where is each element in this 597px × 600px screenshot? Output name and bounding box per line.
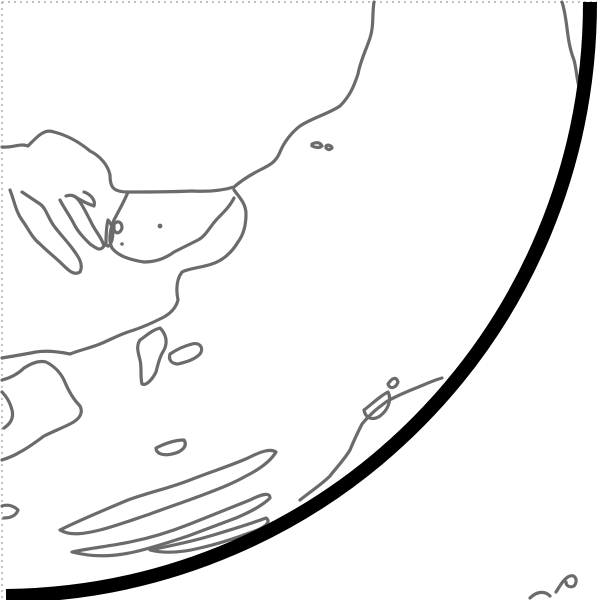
coastline-island-d bbox=[112, 220, 124, 235]
coastline-islet-top bbox=[310, 141, 324, 150]
coastline-inner-gulf bbox=[0, 188, 248, 360]
coastline-island-c bbox=[104, 218, 115, 248]
islet-dot-2 bbox=[120, 242, 124, 246]
coastline-island-cluster-b bbox=[167, 342, 204, 366]
globe-outline bbox=[5, 1, 597, 600]
coastline-small-bay bbox=[72, 190, 96, 208]
coastline-west-inlet bbox=[8, 188, 83, 275]
coastline-island-cluster-a bbox=[136, 326, 168, 386]
coastline-west-peninsula bbox=[108, 190, 236, 264]
coastline-south-east bbox=[298, 376, 444, 502]
coastline-south-east-isle-2 bbox=[386, 376, 400, 390]
coastline-mainland bbox=[0, 0, 376, 194]
coastline-islet-top-2 bbox=[324, 143, 334, 152]
coastline-offglobe-islet bbox=[528, 574, 578, 600]
coastline-south-west-inner bbox=[0, 390, 15, 430]
coastline-south-west bbox=[0, 359, 83, 462]
islet-dot-1 bbox=[157, 223, 163, 229]
coastline-west-inlet-2 bbox=[58, 193, 106, 251]
coastline-isle-lower-left bbox=[0, 503, 20, 520]
coastline-south-east-isle bbox=[362, 390, 392, 421]
coastline-small-isle-south bbox=[154, 438, 187, 457]
coastline-long-island-1 bbox=[58, 448, 278, 536]
coastline-long-island-2 bbox=[70, 492, 272, 558]
